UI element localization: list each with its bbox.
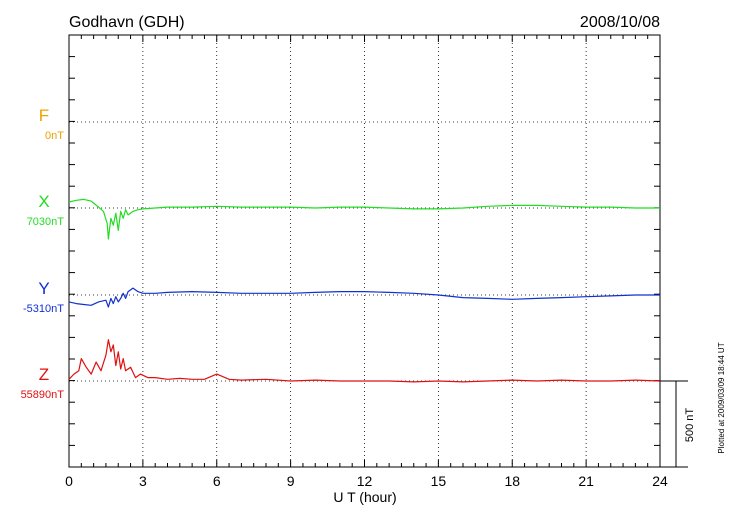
station-title: Godhavn (GDH) [69, 14, 185, 31]
series-name-x: X [38, 192, 49, 211]
series-lines [68, 198, 661, 383]
grid [69, 35, 660, 467]
x-tick-label: 15 [431, 473, 447, 489]
series-baseline-x: 7030nT [27, 216, 65, 228]
x-tick-label: 0 [65, 473, 73, 489]
plotted-timestamp: Plotted at 2009/03/09 18:44 UT [717, 342, 726, 453]
series-name-z: Z [39, 365, 49, 384]
series-baseline-y: -5310nT [23, 303, 64, 315]
x-axis-label: U T (hour) [333, 489, 396, 505]
series-baseline-f: 0nT [45, 130, 64, 142]
x-tick-label: 3 [139, 473, 147, 489]
series-name-f: F [39, 106, 49, 125]
series-name-y: Y [38, 279, 49, 298]
series-line-z [68, 339, 661, 383]
series-baseline-z: 55890nT [21, 389, 65, 401]
x-tick-label: 18 [504, 473, 520, 489]
x-tick-label: 6 [213, 473, 221, 489]
x-tick-label: 21 [578, 473, 594, 489]
series-line-y [68, 287, 660, 308]
plot-frame [68, 34, 661, 468]
x-tick-labels: 0 3 6 9 12 15 18 21 24 [65, 473, 668, 489]
series-labels: F 0nT X 7030nT Y -5310nT Z 55890nT [21, 106, 65, 401]
x-tick-label: 9 [287, 473, 295, 489]
date-label: 2008/10/08 [580, 14, 660, 31]
scale-bar-label: 500 nT [684, 408, 696, 443]
scale-bar: 500 nT [660, 380, 696, 468]
series-line-x [68, 198, 660, 240]
x-tick-label: 24 [652, 473, 668, 489]
x-tick-label: 12 [357, 473, 373, 489]
